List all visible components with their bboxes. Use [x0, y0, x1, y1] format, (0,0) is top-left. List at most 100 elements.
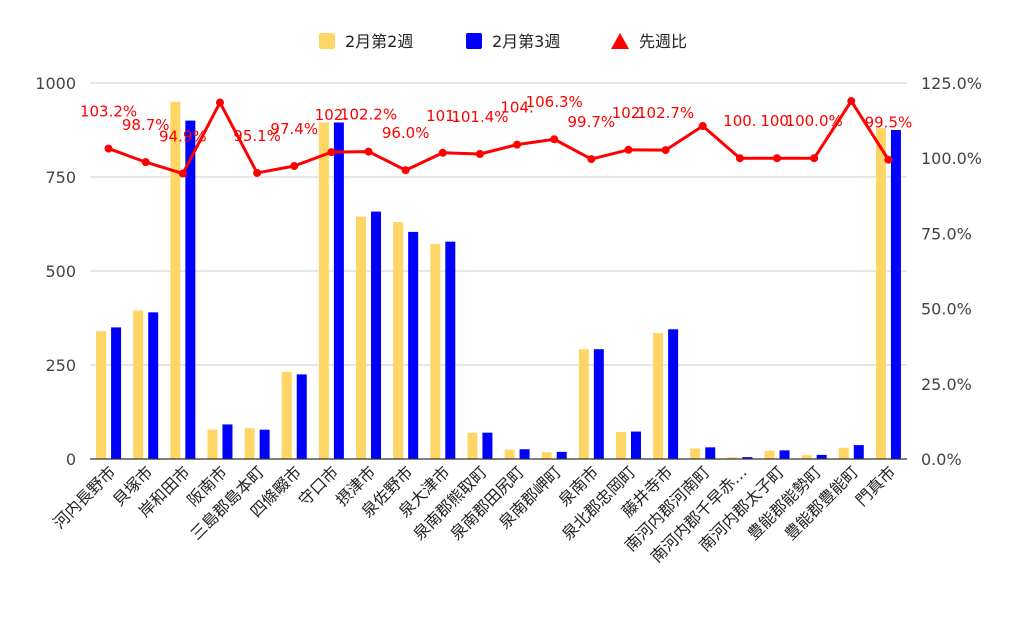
- ratio-point: [884, 155, 893, 164]
- bar-week2: [170, 101, 181, 460]
- right-axis-ticks: 0.0% 25.0% 50.0% 75.0% 100.0% 125.0%: [921, 74, 982, 469]
- bar-week3: [408, 231, 419, 459]
- ratio-data-label: 103.2%: [80, 103, 137, 121]
- bar-week2: [467, 432, 478, 459]
- ratio-data-labels: 103.2%98.7%94.9% 95.1%97.4%102.102.2%96.0…: [80, 93, 912, 145]
- bar-week2: [318, 122, 329, 459]
- bar-week3: [148, 312, 159, 459]
- bar-week2: [96, 331, 107, 459]
- ratio-point: [327, 148, 336, 157]
- bar-week2: [578, 349, 589, 459]
- gridlines: [90, 82, 907, 460]
- left-tick-label: 750: [45, 168, 76, 187]
- ratio-line-series: [104, 97, 893, 178]
- ratio-data-label: 101.: [426, 107, 459, 125]
- bar-week2: [615, 431, 626, 459]
- bar-week3: [371, 211, 382, 459]
- ratio-data-label: 104.: [500, 99, 533, 117]
- right-tick-label: 125.0%: [921, 74, 982, 93]
- bar-week3: [111, 327, 122, 459]
- ratio-data-label: 106.3%: [526, 93, 583, 111]
- bar-week2: [764, 450, 775, 459]
- ratio-point: [401, 166, 410, 175]
- right-tick-label: 100.0%: [921, 149, 982, 168]
- legend-swatch-week3: [466, 33, 482, 49]
- ratio-data-label: 101.4%: [451, 108, 508, 126]
- bar-week2: [838, 447, 849, 459]
- bar-week3: [259, 429, 270, 459]
- bar-week2: [653, 333, 664, 459]
- ratio-point: [698, 122, 707, 131]
- left-tick-label: 1000: [35, 74, 76, 93]
- ratio-data-label: 97.4%: [270, 120, 318, 138]
- ratio-point: [773, 154, 782, 163]
- bar-week3: [519, 449, 530, 459]
- ratio-data-label: 100.: [760, 112, 793, 130]
- left-axis-ticks: 0 250 500 750 1000: [35, 74, 76, 469]
- bar-week3: [853, 445, 864, 459]
- bar-week2: [356, 216, 367, 459]
- legend: 2月第2週 2月第3週 先週比: [319, 32, 687, 51]
- ratio-data-label: 100.: [723, 112, 756, 130]
- bar-week2: [207, 429, 218, 459]
- ratio-point: [290, 162, 299, 171]
- bar-week3: [816, 454, 827, 459]
- bar-week2: [281, 371, 292, 459]
- right-tick-label: 0.0%: [921, 450, 962, 469]
- bar-week3: [445, 241, 456, 459]
- legend-label-ratio: 先週比: [639, 32, 687, 51]
- ratio-data-label: 102.: [612, 104, 645, 122]
- bar-week3: [222, 424, 233, 459]
- ratio-data-label: 99.7%: [568, 113, 616, 131]
- ratio-point: [810, 154, 819, 163]
- bar-week3: [705, 447, 716, 459]
- bar-week2: [875, 128, 886, 459]
- bar-week3: [593, 349, 604, 459]
- ratio-point: [735, 154, 744, 163]
- bar-week3: [556, 451, 567, 459]
- ratio-point: [550, 135, 559, 144]
- left-tick-label: 0: [66, 450, 76, 469]
- ratio-point: [215, 98, 224, 107]
- bar-week3: [742, 457, 753, 459]
- ratio-point: [587, 155, 596, 164]
- bar-week2: [690, 448, 701, 459]
- ratio-point: [624, 145, 633, 154]
- ratio-point: [513, 140, 522, 149]
- bar-week3: [668, 329, 679, 459]
- bar-week2: [504, 449, 515, 459]
- ratio-data-label: 102.7%: [637, 104, 694, 122]
- right-tick-label: 50.0%: [921, 300, 972, 319]
- ratio-point: [253, 168, 262, 177]
- bar-series: [96, 101, 901, 460]
- ratio-data-label: 95.1%: [233, 127, 281, 145]
- category-label: 門真市: [852, 462, 899, 509]
- ratio-data-label: 98.7%: [122, 116, 170, 134]
- bar-week3: [482, 432, 493, 459]
- bar-week3: [296, 374, 307, 459]
- left-tick-label: 500: [45, 262, 76, 281]
- ratio-line: [108, 99, 890, 176]
- bar-week2: [244, 428, 255, 459]
- legend-label-week2: 2月第2週: [345, 32, 413, 51]
- ratio-data-label: 94.9%: [159, 128, 207, 146]
- ratio-point: [104, 144, 113, 153]
- bar-week2: [430, 243, 441, 459]
- legend-label-week3: 2月第3週: [492, 32, 560, 51]
- right-tick-label: 25.0%: [921, 375, 972, 394]
- ratio-data-label: 102.: [315, 106, 348, 124]
- bar-week3: [185, 120, 196, 459]
- bar-week3: [890, 130, 901, 459]
- ratio-point: [364, 147, 373, 156]
- ratio-data-label: 102.2%: [340, 106, 397, 124]
- category-label: 守口市: [295, 462, 342, 509]
- bar-week2: [541, 452, 552, 459]
- ratio-data-label: 99.5%: [865, 114, 913, 132]
- left-tick-label: 250: [45, 356, 76, 375]
- ratio-point: [847, 97, 856, 106]
- bar-week2: [393, 222, 404, 459]
- bar-week2: [801, 455, 812, 459]
- right-tick-label: 75.0%: [921, 224, 972, 243]
- bar-week3: [779, 450, 790, 459]
